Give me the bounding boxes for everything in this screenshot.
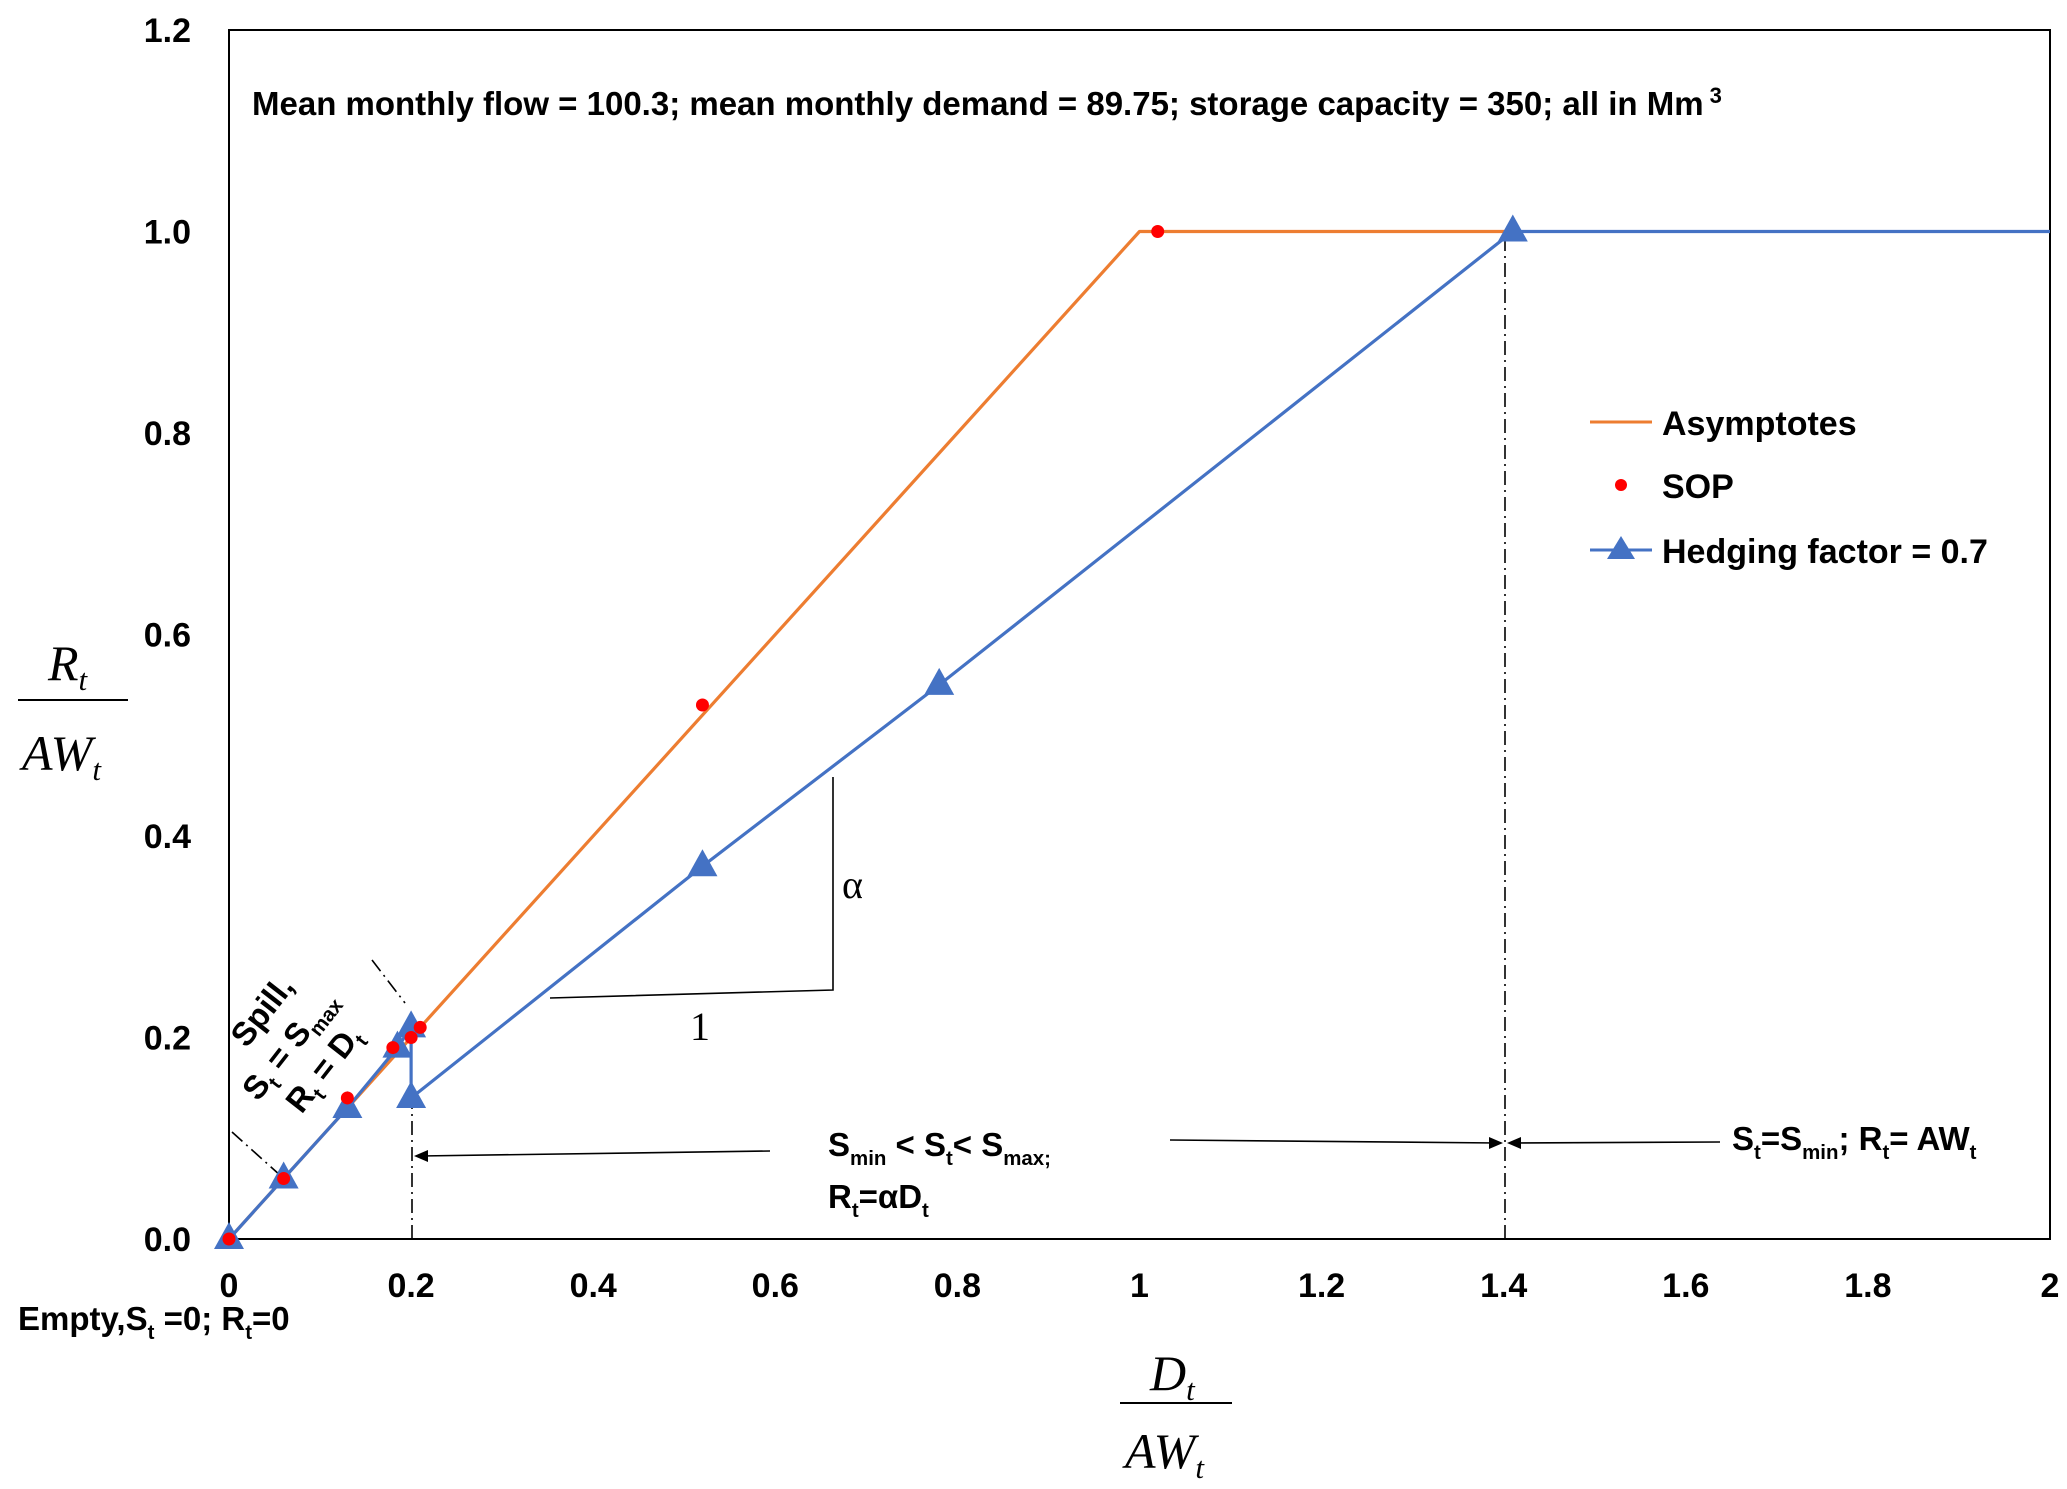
legend-swatch-hedging-marker xyxy=(1607,536,1635,559)
plot-area xyxy=(228,29,2051,1240)
legend: Asymptotes SOP Hedging factor = 0.7 xyxy=(1590,405,1988,571)
sop-point xyxy=(413,1020,427,1034)
series-layer xyxy=(214,214,2050,1249)
mid-arrow-left xyxy=(419,1150,771,1157)
y-tick-label: 1.0 xyxy=(144,214,191,252)
hedging-factor-0-7-marker xyxy=(332,1091,363,1119)
legend-label-hedging: Hedging factor = 0.7 xyxy=(1662,533,1988,571)
hedging-range-label: Smin < St< Smax; xyxy=(828,1126,1051,1170)
y-tick-label: 0.0 xyxy=(144,1221,191,1259)
x-label-denominator: AWt xyxy=(1122,1423,1205,1485)
sop-point xyxy=(340,1091,354,1105)
x-tick-label: 1.4 xyxy=(1480,1267,1527,1305)
mid-arrow-right xyxy=(1169,1139,1499,1144)
chart-note: Mean monthly flow = 100.3; mean monthly … xyxy=(252,83,1722,122)
full-release-label: St=Smin; Rt= AWt xyxy=(1732,1120,1977,1164)
x-axis-ticks: 0 0.2 0.4 0.6 0.8 1 1.2 1.4 1.6 1.8 2 xyxy=(220,1267,2060,1305)
x-label-numerator: Dt xyxy=(1149,1345,1196,1407)
legend-label-asymptotes: Asymptotes xyxy=(1662,405,1857,443)
hedging-factor-0-7-marker xyxy=(396,1080,427,1108)
y-tick-label: 0.8 xyxy=(144,415,191,453)
mid-arrow-left-head xyxy=(414,1150,428,1162)
right-arrow xyxy=(1511,1141,1721,1144)
x-axis-label: Dt AWt xyxy=(1120,1345,1232,1485)
x-tick-label: 0.6 xyxy=(752,1267,799,1305)
legend-label-sop: SOP xyxy=(1662,468,1734,506)
sop-point xyxy=(404,1031,418,1044)
hedging-factor-0-7-marker xyxy=(1497,214,1528,242)
y-label-numerator: Rt xyxy=(47,635,89,697)
slope-triangle xyxy=(549,777,834,999)
y-tick-label: 1.2 xyxy=(144,12,191,50)
series-hedging-factor-0-7 xyxy=(214,214,2050,1249)
annotation-guides xyxy=(231,235,1721,1239)
empty-label: Empty,St =0; Rt=0 xyxy=(18,1300,290,1344)
x-tick-label: 1.6 xyxy=(1662,1267,1709,1305)
hedging-factor-0-7-marker xyxy=(924,667,955,695)
y-axis-ticks: 0.0 0.2 0.4 0.6 0.8 1.0 1.2 xyxy=(144,12,191,1259)
spill-guide-lower xyxy=(231,1131,282,1177)
sop-point xyxy=(1151,225,1165,238)
y-tick-label: 0.2 xyxy=(144,1020,191,1058)
sop-point xyxy=(386,1041,400,1055)
sop-point xyxy=(277,1172,291,1186)
x-tick-label: 0 xyxy=(220,1267,239,1305)
y-tick-label: 0.4 xyxy=(144,818,191,856)
y-axis-label: Rt AWt xyxy=(18,635,128,787)
mid-arrow-right-head xyxy=(1489,1137,1503,1149)
x-tick-label: 0.4 xyxy=(570,1267,617,1305)
hedging-factor-0-7-line xyxy=(227,229,2050,1241)
alpha-label: α xyxy=(842,862,863,907)
right-arrow-head xyxy=(1507,1137,1521,1149)
y-label-denominator: AWt xyxy=(19,725,102,787)
sop-point xyxy=(695,698,709,712)
chart-note-superscript: 3 xyxy=(1710,83,1722,108)
x-tick-label: 1.8 xyxy=(1844,1267,1891,1305)
x-tick-label: 1 xyxy=(1130,1267,1149,1305)
series-sop xyxy=(222,225,1165,1246)
spill-guide-upper xyxy=(371,959,406,1004)
slope-one-label: 1 xyxy=(690,1004,710,1049)
x-tick-label: 1.2 xyxy=(1298,1267,1345,1305)
legend-swatch-sop xyxy=(1615,479,1627,491)
x-tick-label: 0.2 xyxy=(387,1267,434,1305)
x-tick-label: 2 xyxy=(2041,1267,2060,1305)
x-tick-label: 0.8 xyxy=(934,1267,981,1305)
hedging-factor-0-7-marker xyxy=(687,849,718,877)
y-tick-label: 0.6 xyxy=(144,617,191,655)
hedging-release-label: Rt=αDt xyxy=(828,1178,929,1222)
sop-point xyxy=(222,1232,236,1246)
